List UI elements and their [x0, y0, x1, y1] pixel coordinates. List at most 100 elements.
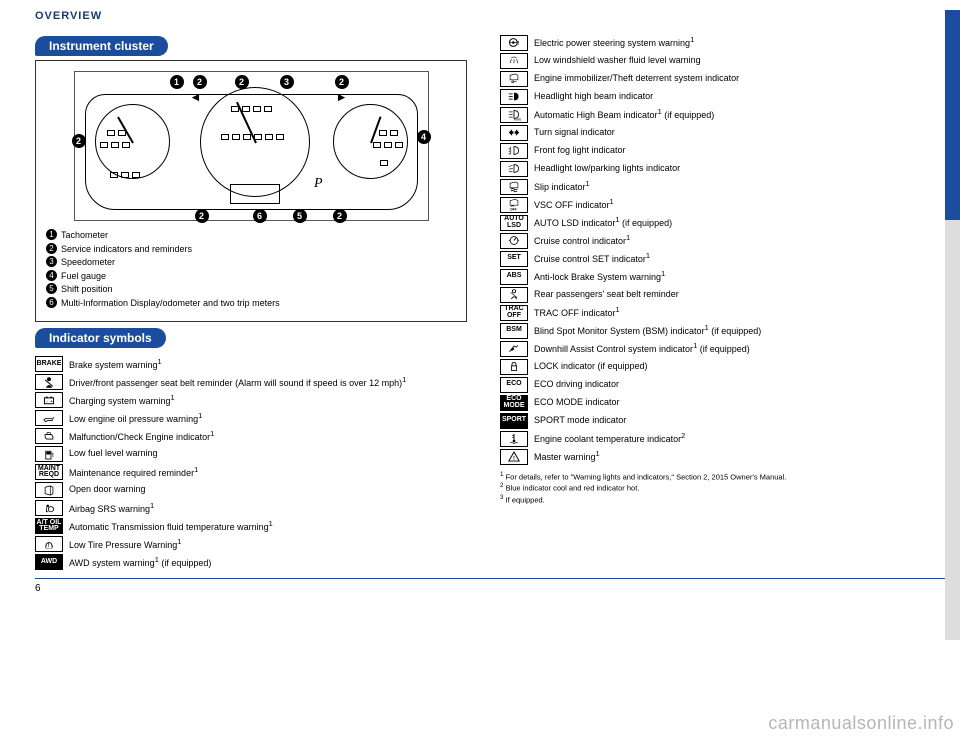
indicator-desc: TRAC OFF indicator1 [534, 306, 620, 319]
indicator-desc: Headlight low/parking lights indicator [534, 164, 680, 174]
indicator-row: Turn signal indicator [500, 124, 920, 141]
indicator-row: SPORT SPORT mode indicator [500, 412, 920, 429]
indicator-row: LOCK indicator (if equipped) [500, 358, 920, 375]
indicator-row: Open door warning [35, 482, 470, 499]
indicator-desc: Automatic High Beam indicator1 (if equip… [534, 108, 714, 121]
left-arrow-icon: ◄ [190, 90, 202, 104]
indicator-desc: Rear passengers' seat belt reminder [534, 290, 679, 300]
item-num: 1 [46, 229, 57, 240]
indicator-desc: Low Tire Pressure Warning1 [69, 538, 181, 551]
indicator-desc: Anti-lock Brake System warning1 [534, 270, 665, 283]
item-num: 6 [46, 297, 57, 308]
cluster-item: 1 Tachometer [46, 229, 456, 242]
item-text: Fuel gauge [61, 270, 106, 283]
indicator-icon [500, 431, 528, 447]
indicator-row: TRACOFFTRAC OFF indicator1 [500, 304, 920, 321]
indicator-icon [500, 233, 528, 249]
cluster-item: 4Fuel gauge [46, 270, 456, 283]
indicator-icon [500, 359, 528, 375]
indicator-icon [500, 143, 528, 159]
indicator-desc: Driver/front passenger seat belt reminde… [69, 376, 406, 389]
indicator-icon: BSM [500, 323, 528, 339]
indicator-icon: ABS [500, 269, 528, 285]
speedometer-gauge [200, 87, 310, 197]
indicator-desc: Cruise control indicator1 [534, 234, 630, 247]
callout-3: 3 [280, 75, 294, 89]
indicator-row: Headlight high beam indicator [500, 88, 920, 105]
indicator-icon: MAINTREQD [35, 464, 63, 480]
item-text: Tachometer [61, 229, 108, 242]
indicator-row: AUTO Automatic High Beam indicator1 (if e… [500, 106, 920, 123]
indicator-row: Low windshield washer fluid level warnin… [500, 52, 920, 69]
callout-6: 6 [253, 209, 267, 223]
indicator-row: Front fog light indicator [500, 142, 920, 159]
indicator-desc: Charging system warning1 [69, 394, 175, 407]
item-text: Speedometer [61, 256, 115, 269]
indicator-icon: AUTO [500, 107, 528, 123]
indicator-desc: Automatic Transmission fluid temperature… [69, 520, 273, 533]
indicator-row: !Low Tire Pressure Warning1 [35, 536, 470, 553]
indicator-row: !Master warning1 [500, 448, 920, 465]
callout-2b: 2 [235, 75, 249, 89]
indicator-desc: Maintenance required reminder1 [69, 466, 198, 479]
cluster-item: 2 Service indicators and reminders [46, 243, 456, 256]
indicator-row: Low fuel level warning [35, 446, 470, 463]
indicator-icon [500, 71, 528, 87]
footnotes: 1 For details, refer to "Warning lights … [500, 471, 920, 505]
indicator-icon [500, 53, 528, 69]
indicator-icon: OFF [500, 197, 528, 213]
callout-4: 4 [417, 130, 431, 144]
indicator-desc: Electric power steering system warning1 [534, 36, 694, 49]
indicator-icon [35, 374, 63, 390]
indicator-row: BSMBlind Spot Monitor System (BSM) indic… [500, 322, 920, 339]
indicator-desc: SPORT mode indicator [534, 416, 626, 426]
indicator-desc: Front fog light indicator [534, 146, 626, 156]
footnote: 1 For details, refer to "Warning lights … [500, 471, 920, 482]
indicator-icon [500, 287, 528, 303]
indicator-desc: AUTO LSD indicator1 (if equipped) [534, 216, 672, 229]
indicator-row: ABS Anti-lock Brake System warning1 [500, 268, 920, 285]
indicator-desc: Headlight high beam indicator [534, 92, 653, 102]
indicator-icon [35, 410, 63, 426]
indicator-icon [500, 341, 528, 357]
indicator-icon: ECOMODE [500, 395, 528, 411]
item-num: 2 [46, 243, 57, 254]
callout-5: 5 [293, 209, 307, 223]
left-column: Instrument cluster [35, 30, 470, 572]
indicator-desc: ECO MODE indicator [534, 398, 620, 408]
indicator-desc: VSC OFF indicator1 [534, 198, 614, 211]
right-indicator-table: ! Electric power steering system warning1… [500, 34, 920, 465]
indicator-row: Downhill Assist Control system indicator… [500, 340, 920, 357]
item-num: 3 [46, 256, 57, 267]
indicator-icon [500, 179, 528, 195]
manual-page: OVERVIEW Instrument cluster [35, 10, 945, 730]
indicator-icon [500, 161, 528, 177]
indicator-icon: SPORT [500, 413, 528, 429]
footer-rule [35, 578, 945, 579]
indicator-desc: Engine immobilizer/Theft deterrent syste… [534, 74, 739, 84]
indicator-icon: ! [500, 35, 528, 51]
indicator-row: Cruise control indicator1 [500, 232, 920, 249]
indicator-icon [35, 446, 63, 462]
indicator-row: Headlight low/parking lights indicator [500, 160, 920, 177]
callout-1: 1 [170, 75, 184, 89]
indicator-row: Airbag SRS warning1 [35, 500, 470, 517]
indicator-icon: -+ [35, 392, 63, 408]
indicator-row: ECOMODE ECO MODE indicator [500, 394, 920, 411]
right-column: ! Electric power steering system warning1… [500, 30, 920, 572]
item-text: Service indicators and reminders [61, 243, 192, 256]
indicator-row: SETCruise control SET indicator1 [500, 250, 920, 267]
shift-indicator: P [314, 176, 323, 192]
callout-2f: 2 [333, 209, 347, 223]
indicator-desc: Low fuel level warning [69, 449, 158, 459]
lcd-display [230, 184, 280, 204]
indicator-icon [500, 125, 528, 141]
indicator-icon [35, 428, 63, 444]
indicator-desc: Master warning1 [534, 450, 600, 463]
indicator-row: AUTOLSDAUTO LSD indicator1 (if equipped) [500, 214, 920, 231]
indicator-row: Rear passengers' seat belt reminder [500, 286, 920, 303]
footnote: 2 Blue indicator cool and red indicator … [500, 482, 920, 493]
callout-2a: 2 [193, 75, 207, 89]
indicator-desc: Brake system warning1 [69, 358, 162, 371]
callout-2e: 2 [195, 209, 209, 223]
